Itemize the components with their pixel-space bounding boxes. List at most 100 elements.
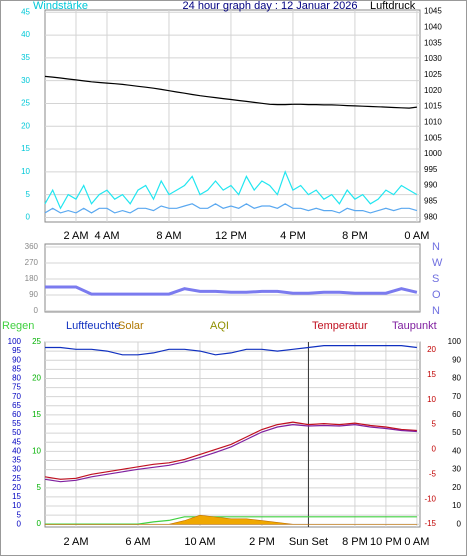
legend-entry: Solar xyxy=(118,320,144,332)
y-tick-label: 10 xyxy=(452,501,461,510)
line xyxy=(44,75,417,109)
y-tick-label: 10 xyxy=(427,395,436,404)
plot-area xyxy=(44,243,421,313)
chart-title: 24 hour graph day : 12 Januar 2026 xyxy=(183,0,358,12)
y-tick-label: S xyxy=(432,273,439,285)
y-tick-label: -5 xyxy=(429,469,437,478)
y-tick-label: 10 xyxy=(32,446,41,455)
y-tick-label: 25 xyxy=(12,474,21,483)
y-tick-label: 80 xyxy=(452,374,461,383)
y-axis-label: Windstärke xyxy=(33,0,88,12)
y-tick-label: 30 xyxy=(12,465,21,474)
y-tick-label: 1045 xyxy=(424,7,442,16)
area xyxy=(44,514,418,525)
y-tick-label: 50 xyxy=(452,428,461,437)
line xyxy=(44,423,417,483)
y-tick-label: 85 xyxy=(12,364,21,373)
x-tick-label: 4 PM xyxy=(280,230,306,242)
y-tick-label: 25 xyxy=(21,99,30,108)
y-tick-label: 15 xyxy=(32,410,41,419)
y-tick-label: 20 xyxy=(427,345,436,354)
x-tick-label: 2 AM xyxy=(63,536,88,548)
y-tick-label: 10 xyxy=(12,501,21,510)
y-tick-label: 995 xyxy=(424,165,438,174)
x-tick-label: 6 AM xyxy=(125,536,150,548)
y-tick-label: 75 xyxy=(12,383,21,392)
y-tick-label: 60 xyxy=(452,410,461,419)
y-tick-label: 985 xyxy=(424,197,438,206)
legend-entry: Luftfeuchte xyxy=(66,320,120,332)
x-tick-label: 12 PM xyxy=(215,230,247,242)
y-tick-label: 5 xyxy=(17,510,22,519)
y-tick-label: O xyxy=(432,289,441,301)
y-tick-label: 0 xyxy=(17,519,22,528)
legend-entry: Taupunkt xyxy=(392,320,437,332)
y-tick-label: N xyxy=(432,241,440,253)
y-tick-label: 0 xyxy=(457,519,462,528)
y-tick-label: 5 xyxy=(26,190,31,199)
x-tick-label: 10 PM xyxy=(370,536,402,548)
y-tick-label: 990 xyxy=(424,181,438,190)
y-tick-label: 50 xyxy=(12,428,21,437)
y-tick-label: N xyxy=(432,305,440,317)
line xyxy=(45,285,418,296)
y-tick-label: 65 xyxy=(12,401,21,410)
y-tick-label: 15 xyxy=(21,144,30,153)
y-tick-label: 70 xyxy=(12,392,21,401)
y-tick-label: 20 xyxy=(32,374,41,383)
y-tick-label: 15 xyxy=(427,370,436,379)
y-tick-label: 1040 xyxy=(424,23,442,32)
x-tick-label: 10 AM xyxy=(184,536,215,548)
y-tick-label: 100 xyxy=(448,337,462,346)
y-tick-label: -10 xyxy=(424,494,436,503)
y-tick-label: 10 xyxy=(21,167,30,176)
y-tick-label: 30 xyxy=(452,465,461,474)
y-tick-label: 30 xyxy=(21,76,30,85)
y-tick-label: 60 xyxy=(12,410,21,419)
y-tick-label: 45 xyxy=(21,7,30,16)
y-tick-label: 20 xyxy=(452,483,461,492)
y-tick-label: 90 xyxy=(452,355,461,364)
x-tick-label: 0 AM xyxy=(404,536,429,548)
y-tick-label: 90 xyxy=(29,290,38,299)
y-tick-label: 980 xyxy=(424,212,438,221)
y-tick-label: 90 xyxy=(12,355,21,364)
y-tick-label: 20 xyxy=(12,483,21,492)
x-tick-label: 8 PM xyxy=(342,536,368,548)
x-tick-label: 2 PM xyxy=(249,536,275,548)
x-tick-label: 4 AM xyxy=(94,230,119,242)
x-tick-label: 8 AM xyxy=(156,230,181,242)
y-tick-label: 0 xyxy=(34,306,39,315)
y-tick-label: 20 xyxy=(21,121,30,130)
legend-note: AQI xyxy=(210,320,229,332)
plot-area xyxy=(44,341,421,528)
y-tick-label: 1030 xyxy=(424,54,442,63)
y-tick-label: -15 xyxy=(424,519,436,528)
y-tick-label: 1020 xyxy=(424,86,442,95)
y-tick-label: 0 xyxy=(37,519,42,528)
y-tick-label: 40 xyxy=(12,446,21,455)
y-tick-label: 0 xyxy=(26,213,31,222)
legend-entry: Regen xyxy=(2,320,34,332)
y2-axis-label: Luftdruck xyxy=(370,0,416,12)
y-tick-label: 180 xyxy=(25,274,39,283)
x-tick-label: 8 PM xyxy=(342,230,368,242)
x-tick-label: 2 AM xyxy=(63,230,88,242)
line xyxy=(45,345,417,356)
line xyxy=(44,421,417,480)
y-tick-label: 1015 xyxy=(424,102,442,111)
y-tick-label: 1000 xyxy=(424,149,442,158)
y-tick-label: 80 xyxy=(12,374,21,383)
y-tick-label: 35 xyxy=(12,456,21,465)
y-tick-label: 35 xyxy=(21,53,30,62)
y-tick-label: W xyxy=(432,257,443,269)
y-tick-label: 1035 xyxy=(424,38,442,47)
y-tick-label: 15 xyxy=(12,492,21,501)
y-tick-label: 95 xyxy=(12,346,21,355)
y-tick-label: 270 xyxy=(25,258,39,267)
y-tick-label: 55 xyxy=(12,419,21,428)
y-tick-label: 70 xyxy=(452,392,461,401)
y-tick-label: 40 xyxy=(452,446,461,455)
